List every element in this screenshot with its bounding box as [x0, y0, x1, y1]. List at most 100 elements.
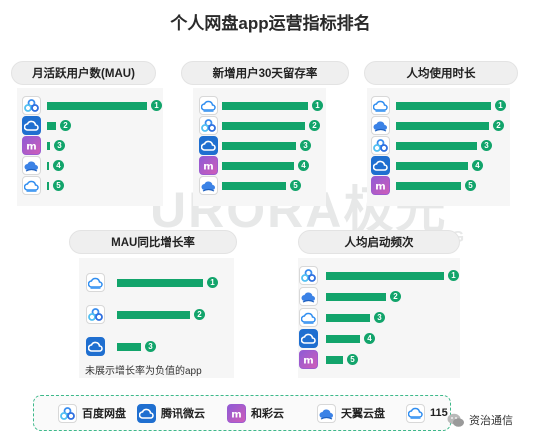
rank-badge: 3 — [300, 140, 311, 151]
bar-tianyi — [47, 162, 49, 170]
bar-baidu — [222, 122, 305, 130]
bar-tencent — [47, 122, 56, 130]
bar-baidu — [396, 142, 477, 150]
page-title: 个人网盘app运营指标排名 — [170, 14, 371, 33]
bar-hecai — [47, 142, 50, 150]
legend-item-hecai: m 和彩云 — [227, 403, 284, 423]
tianyi-cloud-icon — [199, 176, 218, 195]
hecaiyun-icon: m — [371, 176, 390, 195]
legend-item-p115: 115 — [406, 403, 448, 423]
legend-item-baidu: 百度网盘 — [58, 403, 126, 423]
bar-hecai — [326, 356, 343, 364]
rank-badge: 3 — [374, 312, 385, 323]
rank-badge: 2 — [309, 120, 320, 131]
app-legend: 百度网盘 腾讯微云 m 和彩云 天翼云盘 115 — [33, 395, 451, 431]
hecaiyun-icon: m — [227, 403, 246, 423]
bar-tianyi — [326, 293, 386, 301]
rank-badge: 4 — [472, 160, 483, 171]
svg-text:m: m — [303, 356, 313, 367]
rank-badge: 5 — [290, 180, 301, 191]
rank-badge: 4 — [298, 160, 309, 171]
bar-baidu — [117, 311, 190, 319]
bar-tianyi — [222, 182, 286, 190]
cloud-115-icon — [199, 96, 218, 115]
panel-title: 新增用户30天留存率 — [181, 61, 349, 85]
hecaiyun-icon: m — [299, 350, 318, 369]
rank-badge: 4 — [53, 160, 64, 171]
legend-label: 和彩云 — [251, 408, 284, 420]
baidu-netdisk-icon — [58, 403, 77, 423]
rank-badge: 1 — [207, 277, 218, 288]
tencent-weiyun-icon — [137, 403, 156, 423]
rank-badge: 2 — [493, 120, 504, 131]
rank-badge: 5 — [347, 354, 358, 365]
panel-title: MAU同比增长率 — [69, 230, 237, 254]
svg-text:m: m — [231, 409, 241, 420]
legend-item-tianyi: 天翼云盘 — [317, 403, 385, 423]
panel-title: 月活跃用户数(MAU) — [11, 61, 156, 85]
cloud-115-icon — [299, 308, 318, 327]
wechat-account-name: 资治通信 — [469, 415, 513, 427]
wechat-icon — [447, 413, 464, 427]
rank-badge: 2 — [194, 309, 205, 320]
rank-badge: 3 — [54, 140, 65, 151]
tianyi-cloud-icon — [22, 156, 41, 175]
rank-badge: 2 — [60, 120, 71, 131]
baidu-netdisk-icon — [22, 96, 41, 115]
tencent-weiyun-icon — [371, 156, 390, 175]
bar-tianyi — [396, 122, 489, 130]
tencent-weiyun-icon — [199, 136, 218, 155]
tencent-weiyun-icon — [22, 116, 41, 135]
rank-badge: 1 — [312, 100, 323, 111]
legend-label: 115 — [430, 407, 448, 419]
bar-p115 — [47, 182, 49, 190]
bar-p115 — [117, 279, 203, 287]
tianyi-cloud-icon — [317, 403, 336, 423]
panel-note: 未展示增长率为负值的app — [85, 366, 202, 377]
svg-text:m: m — [375, 182, 385, 193]
bar-tencent — [326, 335, 360, 343]
legend-label: 腾讯微云 — [161, 408, 205, 420]
bar-p115 — [396, 102, 491, 110]
rank-badge: 4 — [364, 333, 375, 344]
bar-baidu — [326, 272, 444, 280]
panel-title: 人均启动频次 — [298, 230, 460, 254]
baidu-netdisk-icon — [86, 305, 105, 324]
panel-title: 人均使用时长 — [364, 61, 518, 85]
cloud-115-icon — [406, 403, 425, 423]
baidu-netdisk-icon — [199, 116, 218, 135]
tianyi-cloud-icon — [299, 287, 318, 306]
legend-item-tencent: 腾讯微云 — [137, 403, 205, 423]
bar-tencent — [117, 343, 141, 351]
svg-text:m: m — [203, 162, 213, 173]
rank-badge: 3 — [481, 140, 492, 151]
bar-p115 — [222, 102, 308, 110]
rank-badge: 3 — [145, 341, 156, 352]
cloud-115-icon — [86, 273, 105, 292]
bar-tencent — [222, 142, 296, 150]
tencent-weiyun-icon — [86, 337, 105, 356]
baidu-netdisk-icon — [299, 266, 318, 285]
hecaiyun-icon: m — [199, 156, 218, 175]
tencent-weiyun-icon — [299, 329, 318, 348]
legend-label: 天翼云盘 — [341, 408, 385, 420]
bar-baidu — [47, 102, 147, 110]
cloud-115-icon — [22, 176, 41, 195]
wechat-account: 资治通信 — [447, 412, 513, 428]
rank-badge: 1 — [448, 270, 459, 281]
cloud-115-icon — [371, 96, 390, 115]
legend-label: 百度网盘 — [82, 408, 126, 420]
hecaiyun-icon: m — [22, 136, 41, 155]
tianyi-cloud-icon — [371, 116, 390, 135]
rank-badge: 2 — [390, 291, 401, 302]
rank-badge: 5 — [465, 180, 476, 191]
bar-hecai — [396, 182, 461, 190]
rank-badge: 5 — [53, 180, 64, 191]
bar-hecai — [222, 162, 294, 170]
bar-tencent — [396, 162, 468, 170]
baidu-netdisk-icon — [371, 136, 390, 155]
rank-badge: 1 — [151, 100, 162, 111]
bar-p115 — [326, 314, 370, 322]
rank-badge: 1 — [495, 100, 506, 111]
